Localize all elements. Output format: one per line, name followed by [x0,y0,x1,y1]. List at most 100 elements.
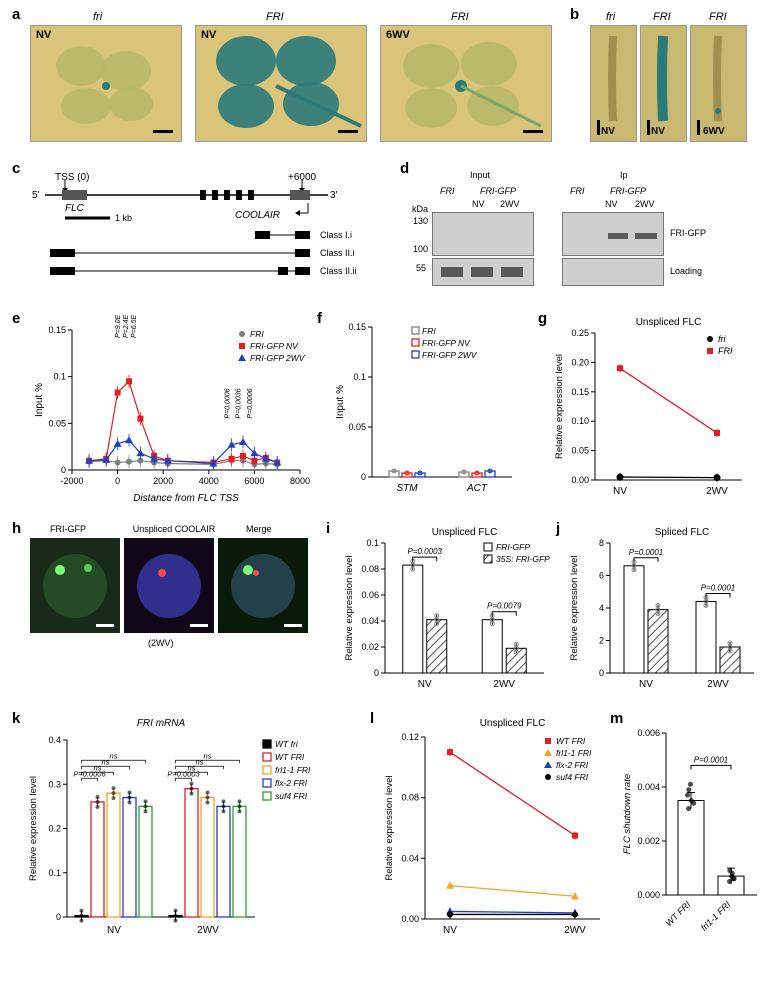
svg-text:0.006: 0.006 [637,728,660,738]
d-130: 130 [413,216,428,226]
svg-text:0.25: 0.25 [571,328,589,338]
svg-text:Relative expression level: Relative expression level [28,776,39,881]
svg-text:FRI-GFP 2WV: FRI-GFP 2WV [422,350,478,360]
d-100: 100 [413,244,428,254]
chart-j: Spliced FLC02468Relative expression leve… [565,525,760,695]
d-loading-row: Loading [670,266,702,276]
svg-text:ns: ns [110,751,118,760]
svg-text:Relative expression level: Relative expression level [384,775,395,880]
svg-text:WT FRI: WT FRI [275,752,305,762]
svg-text:FRI mRNA: FRI mRNA [137,718,186,729]
chart-f: 00.050.10.15Input %STMACTFRIFRI-GFP NVFR… [332,315,517,505]
d-col1: FRI [440,186,455,196]
svg-text:0.2: 0.2 [48,824,61,834]
svg-text:0: 0 [56,912,61,922]
svg-text:NV: NV [443,925,457,936]
svg-text:flx-2 FRI: flx-2 FRI [556,760,589,770]
chart-k: FRI mRNA00.10.20.30.4Relative expression… [25,715,345,945]
svg-text:frl1-1 FRI: frl1-1 FRI [275,765,311,775]
svg-text:P=2.4E-29: P=2.4E-29 [123,315,130,338]
gel-input-top [432,212,534,256]
d-ip: Ip [620,170,628,180]
svg-text:0.1: 0.1 [53,372,66,382]
class3: Class II.ii [320,266,357,276]
3prime: 3' [330,190,338,201]
5prime: 5' [32,190,40,201]
svg-text:0.4: 0.4 [48,735,61,745]
svg-text:NV: NV [639,679,653,690]
svg-text:0.04: 0.04 [401,853,419,863]
plant2-svg [196,26,366,141]
svg-text:ns: ns [94,763,102,772]
chart-l: Unspliced FLC0.000.040.080.12NV2WVRelati… [380,715,610,945]
coolair: COOLAIR [235,210,280,221]
b-top1: fri [606,11,615,23]
svg-text:Distance from FLC TSS: Distance from FLC TSS [133,493,239,504]
onekb: 1 kb [115,213,132,223]
b-top3: FRI [709,11,727,23]
lb2 [471,267,493,277]
panel-b-img2: FRI NV [640,25,687,142]
d-col3: FRI [570,186,585,196]
plant1-svg [31,26,181,141]
panel-b-img3: FRI 6WV [690,25,747,142]
svg-text:2000: 2000 [153,476,173,486]
svg-text:35S: FRI-GFP: 35S: FRI-GFP [496,554,550,564]
svg-text:P=0.0006: P=0.0006 [224,388,231,418]
svg-text:WT fri: WT fri [275,739,299,749]
svg-text:0.02: 0.02 [361,642,379,652]
svg-text:0.1: 0.1 [353,372,366,382]
plant3-svg [381,26,551,141]
gel-ip-bot [562,258,664,286]
svg-text:2WV: 2WV [564,925,586,936]
d-sub1: NV [472,199,485,209]
h-t1: FRI-GFP [50,524,86,534]
svg-text:ns: ns [196,757,204,766]
svg-text:0.10: 0.10 [571,416,589,426]
svg-text:0.15: 0.15 [348,322,366,332]
svg-text:FRI-GFP NV: FRI-GFP NV [250,341,299,351]
d-frigfp-row: FRI-GFP [670,228,706,238]
panel-b-img1: fri NV [590,25,637,142]
panel-j-label: j [556,520,560,537]
svg-text:0.15: 0.15 [571,387,589,397]
svg-text:6000: 6000 [244,476,264,486]
gel-ip-top [562,212,664,256]
svg-text:P=6.5E-21: P=6.5E-21 [131,315,138,338]
h-img2: Unspliced COOLAIR [124,538,214,633]
svg-text:Unspliced FLC: Unspliced FLC [432,527,498,538]
sb-b1 [597,120,600,135]
gene-diagram: TSS (0) +6000 5' 3' FLC 1 kb COOLAIR Cla… [30,168,380,298]
svg-text:0: 0 [361,472,366,482]
svg-text:0.08: 0.08 [401,793,419,803]
svg-text:-2000: -2000 [60,476,83,486]
svg-text:P=0.0003: P=0.0003 [408,547,443,556]
panel-l-label: l [370,710,374,727]
lb3 [501,267,523,277]
sb-h3 [284,624,302,627]
sb-b2 [647,120,650,135]
svg-text:0: 0 [599,668,604,678]
svg-text:2WV: 2WV [493,679,515,690]
svg-text:Input %: Input % [335,385,346,419]
svg-text:Input %: Input % [34,383,45,417]
svg-text:Unspliced FLC: Unspliced FLC [636,317,702,328]
svg-text:0.04: 0.04 [361,616,379,626]
b-top2: FRI [653,11,671,23]
svg-text:0.002: 0.002 [637,836,660,846]
svg-text:0.15: 0.15 [48,325,66,335]
scale-a1 [153,130,173,133]
scale-a3 [523,130,543,133]
svg-text:6: 6 [599,571,604,581]
svg-text:0.06: 0.06 [361,590,379,600]
svg-text:FRI-GFP: FRI-GFP [496,542,530,552]
h-t2: Unspliced COOLAIR [119,524,229,534]
panel-b-label: b [570,6,579,23]
svg-text:0.1: 0.1 [48,868,61,878]
svg-text:P=0.0001: P=0.0001 [694,755,728,764]
svg-text:0.05: 0.05 [571,446,589,456]
svg-text:Unspliced FLC: Unspliced FLC [480,718,546,729]
panel-a-label: a [12,6,20,23]
svg-text:WT FRI: WT FRI [663,899,692,928]
svg-text:P=0.0001: P=0.0001 [701,584,735,593]
